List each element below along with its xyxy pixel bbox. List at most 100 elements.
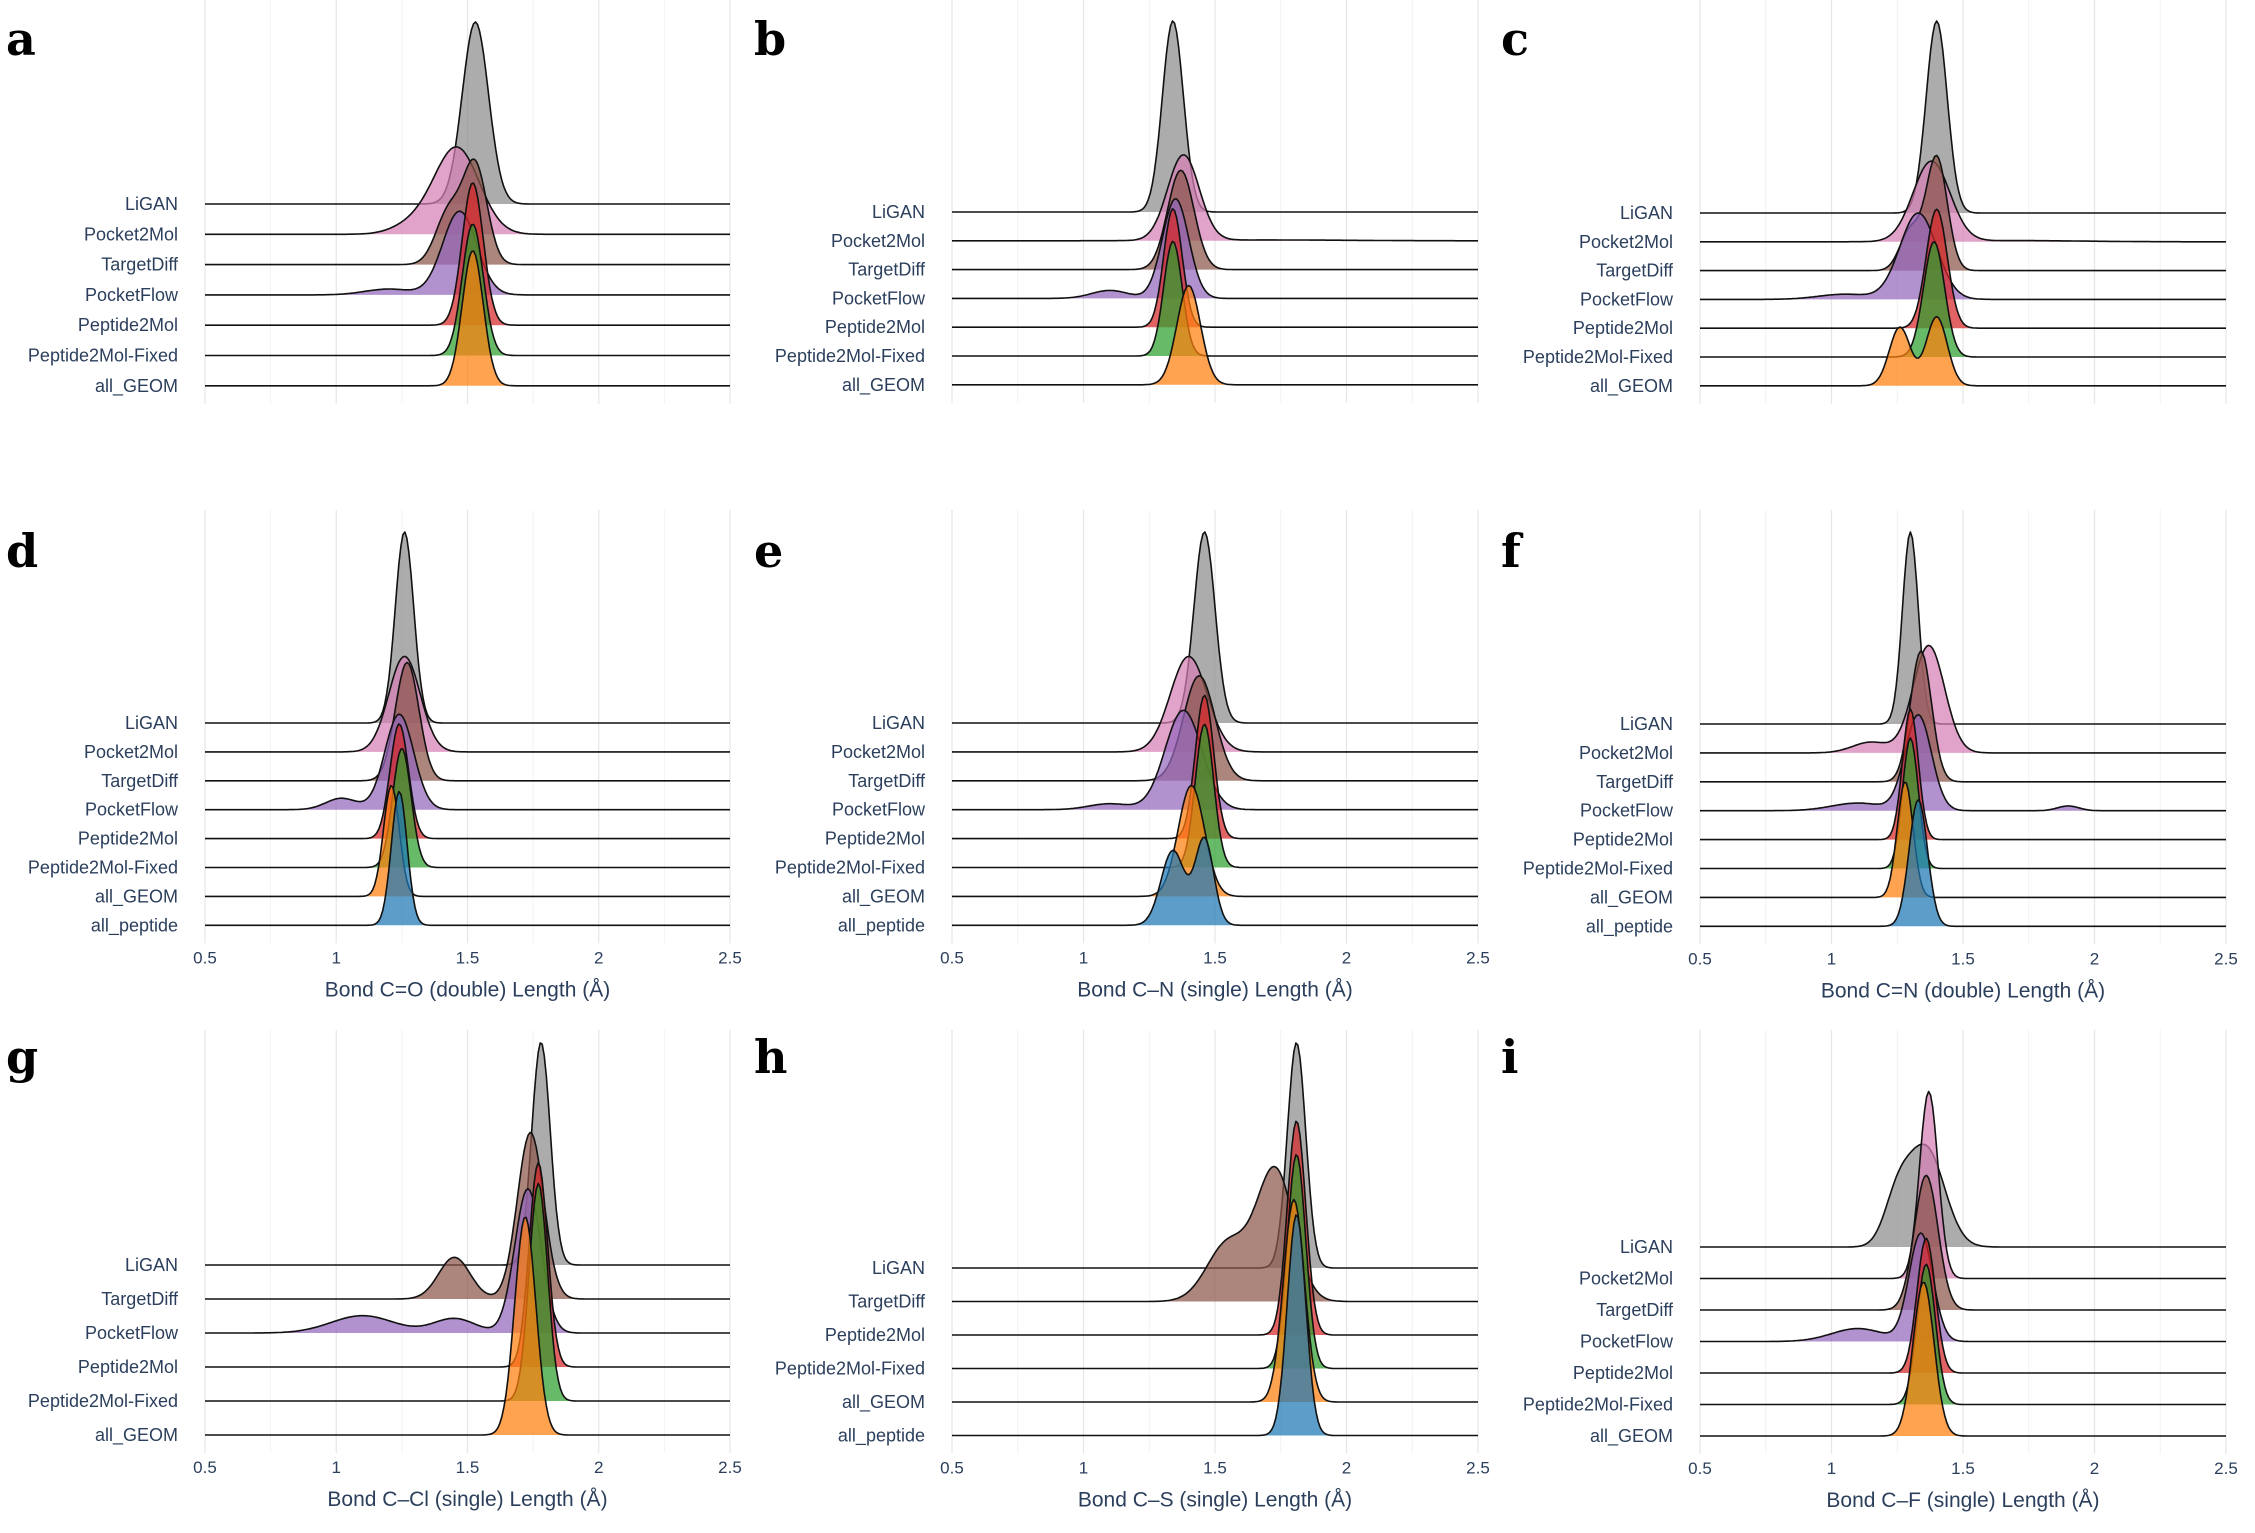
row-label-targetdiff: TargetDiff	[101, 255, 179, 275]
x-tick-label: 2.5	[718, 1458, 742, 1477]
x-tick-label: 2.5	[2214, 1459, 2238, 1478]
x-tick-label: 1	[1827, 1459, 1836, 1478]
ridge-line-peptide2mol-fixed	[1700, 1263, 2226, 1406]
ridge-line-peptide2mol	[1700, 708, 2226, 841]
row-label-all-geom: all_GEOM	[842, 375, 925, 396]
panel-letter: a	[6, 12, 36, 66]
x-tick-label: 0.5	[940, 1459, 964, 1478]
x-tick-label: 2.5	[718, 948, 742, 967]
ridge-fill-ligan	[952, 532, 1478, 723]
x-tick-label: 1	[332, 1458, 341, 1477]
ridge-line-ligan	[205, 1042, 730, 1266]
x-tick-label: 0.5	[193, 948, 217, 967]
row-label-all-geom: all_GEOM	[1590, 376, 1673, 397]
ridge-line-peptide2mol	[1700, 1237, 2226, 1374]
x-tick-label: 2.5	[1466, 1459, 1490, 1478]
ridge-line-pocketflow	[952, 198, 1478, 300]
panel-e: e LiGAN Pocket2Mol TargetDiff PocketFlow Pept…	[754, 510, 1490, 1001]
row-label-ligan: LiGAN	[872, 713, 925, 733]
ridge-line-all-geom	[205, 250, 730, 387]
row-label-all-geom: all_GEOM	[1590, 887, 1673, 908]
panel-letter: i	[1501, 1030, 1518, 1084]
row-label-all-geom: all_GEOM	[95, 376, 178, 397]
panel-letter: f	[1501, 524, 1524, 578]
ridge-line-all-geom	[205, 1216, 730, 1436]
ridge-line-all-geom	[952, 1198, 1478, 1403]
ridge-line-pocket2mol	[1700, 1090, 2226, 1280]
ridge-line-ligan	[1700, 531, 2226, 725]
x-tick-label: 0.5	[1688, 949, 1712, 968]
x-tick-label: 1.5	[1951, 1459, 1975, 1478]
row-label-pocketflow: PocketFlow	[1580, 289, 1674, 309]
ridge-line-peptide2mol-fixed	[205, 223, 730, 357]
ridge-line-peptide2mol-fixed	[205, 1182, 730, 1402]
row-label-peptide2mol: Peptide2Mol	[1573, 1363, 1673, 1383]
ridge-line-peptide2mol	[1700, 208, 2226, 329]
panel-g: g LiGAN TargetDiff PocketFlow Peptide2Mol Pep…	[6, 1030, 742, 1511]
ridge-line-all-geom	[952, 284, 1478, 386]
row-label-ligan: LiGAN	[125, 194, 178, 214]
row-label-peptide2mol-fixed: Peptide2Mol-Fixed	[1523, 347, 1673, 367]
row-label-peptide2mol: Peptide2Mol	[78, 829, 178, 849]
x-tick-label: 1.5	[1951, 949, 1975, 968]
ridge-line-peptide2mol	[205, 723, 730, 840]
x-tick-label: 0.5	[1688, 1459, 1712, 1478]
ridge-line-all-geom	[1700, 315, 2226, 387]
panel-letter: c	[1501, 12, 1529, 66]
ridge-line-peptide2mol	[952, 694, 1478, 840]
row-label-ligan: LiGAN	[872, 1258, 925, 1278]
row-label-pocketflow: PocketFlow	[85, 800, 179, 820]
ridge-line-pocket2mol	[952, 154, 1478, 242]
ridge-line-targetdiff	[952, 169, 1478, 271]
ridge-line-pocketflow	[1700, 212, 2226, 301]
x-tick-label: 2	[1342, 1459, 1351, 1478]
panel-d: d LiGAN Pocket2Mol TargetDiff PocketFlow Pept…	[6, 510, 742, 1001]
x-tick-label: 0.5	[940, 948, 964, 967]
row-label-pocketflow: PocketFlow	[1580, 801, 1674, 821]
ridge-fill-all-geom	[205, 251, 730, 386]
ridge-fill-ligan	[205, 22, 730, 204]
panel-f: f LiGAN Pocket2Mol TargetDiff PocketFlow Pept…	[1501, 510, 2238, 1002]
ridge-line-ligan	[205, 531, 730, 724]
row-label-pocketflow: PocketFlow	[832, 800, 926, 820]
ridge-line-targetdiff	[205, 661, 730, 782]
ridge-line-pocketflow	[205, 1187, 730, 1334]
ridge-line-targetdiff	[952, 675, 1478, 782]
ridge-line-ligan	[1700, 20, 2226, 214]
row-label-targetdiff: TargetDiff	[848, 1292, 926, 1312]
panel-letter: e	[754, 524, 783, 578]
panel-letter: g	[6, 1030, 38, 1084]
row-label-all-geom: all_GEOM	[95, 1425, 178, 1446]
row-label-targetdiff: TargetDiff	[1596, 772, 1674, 792]
x-axis-title: Bond C–N (single) Length (Å)	[1077, 978, 1352, 1001]
row-label-all-peptide: all_peptide	[838, 1426, 925, 1447]
row-label-peptide2mol-fixed: Peptide2Mol-Fixed	[28, 858, 178, 878]
x-tick-label: 1.5	[1203, 1459, 1227, 1478]
ridge-fill-targetdiff	[952, 675, 1478, 781]
ridge-line-all-geom	[952, 784, 1478, 898]
x-tick-label: 2	[594, 948, 603, 967]
row-label-all-peptide: all_peptide	[91, 915, 178, 936]
ridge-line-pocket2mol	[1700, 160, 2226, 243]
x-tick-label: 0.5	[193, 1458, 217, 1477]
row-label-targetdiff: TargetDiff	[848, 771, 926, 791]
x-tick-label: 2.5	[2214, 949, 2238, 968]
row-label-pocket2mol: Pocket2Mol	[831, 231, 925, 251]
row-label-ligan: LiGAN	[872, 202, 925, 222]
row-label-ligan: LiGAN	[1620, 1237, 1673, 1257]
ridge-line-all-geom	[1700, 781, 2226, 899]
row-label-pocket2mol: Pocket2Mol	[84, 742, 178, 762]
x-axis-title: Bond C–S (single) Length (Å)	[1078, 1489, 1352, 1512]
row-label-peptide2mol-fixed: Peptide2Mol-Fixed	[1523, 1395, 1673, 1415]
row-label-ligan: LiGAN	[125, 1255, 178, 1275]
ridge-line-targetdiff	[952, 1165, 1478, 1303]
ridge-line-peptide2mol-fixed	[1700, 241, 2226, 358]
x-tick-label: 2	[2090, 1459, 2099, 1478]
panel-a: a LiGAN Pocket2Mol TargetDiff PocketFlow Pept…	[6, 0, 731, 404]
row-label-peptide2mol: Peptide2Mol	[1573, 318, 1673, 338]
ridge-line-pocket2mol	[205, 146, 730, 236]
ridge-line-ligan	[952, 20, 1478, 213]
row-label-pocketflow: PocketFlow	[832, 288, 926, 308]
x-tick-label: 1.5	[456, 1458, 480, 1477]
row-label-targetdiff: TargetDiff	[1596, 1300, 1674, 1320]
